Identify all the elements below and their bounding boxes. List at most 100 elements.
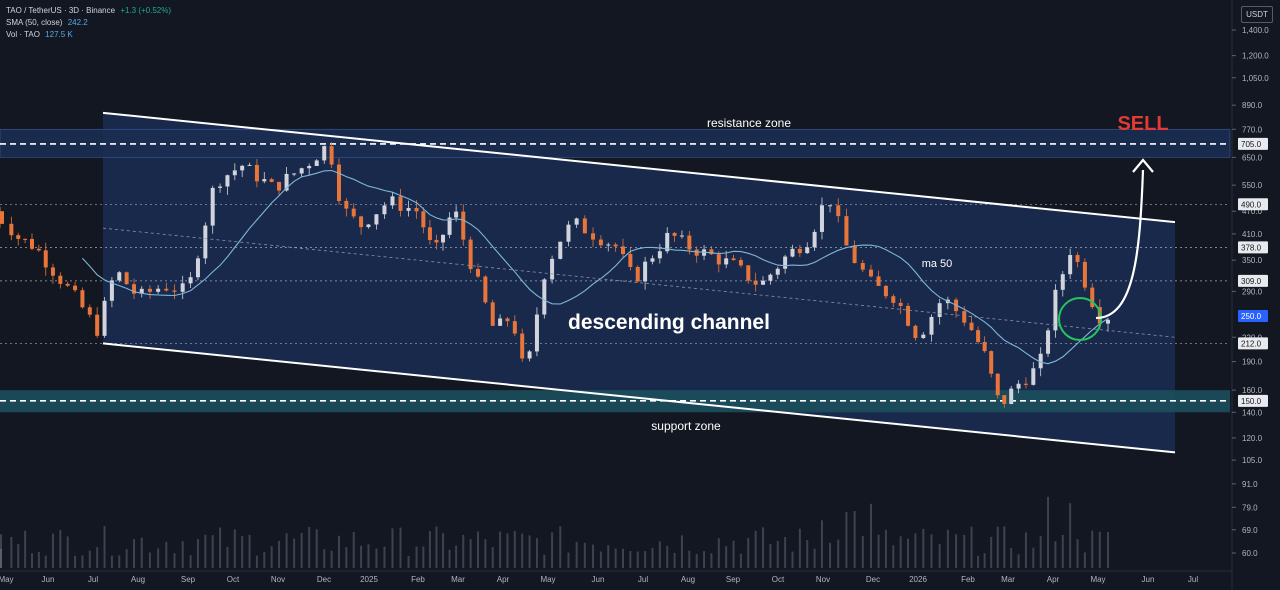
price-label-text: 250.0: [1241, 312, 1262, 321]
candle-body: [860, 263, 865, 270]
time-tick-label: Sep: [726, 575, 741, 584]
candle-body: [322, 146, 327, 161]
candle-body: [454, 211, 459, 218]
candle-body: [172, 290, 177, 292]
volume-bar: [651, 547, 654, 568]
volume-bar: [59, 529, 62, 568]
volume-bar: [30, 553, 33, 568]
volume-bar: [575, 541, 578, 568]
price-label-box: [1238, 198, 1268, 211]
candle-body: [790, 248, 795, 257]
volume-bar: [747, 537, 750, 568]
volume-bar: [360, 545, 363, 568]
candle-body: [775, 268, 780, 275]
volume-bar: [806, 540, 809, 568]
candle-body: [962, 311, 967, 323]
volume-bar: [148, 552, 151, 568]
candle-body: [254, 164, 259, 182]
volume-bar: [484, 539, 487, 568]
volume-bar: [963, 534, 966, 568]
volume-bar: [455, 545, 458, 568]
candle-body: [969, 322, 974, 331]
currency-button[interactable]: USDT: [1241, 6, 1273, 23]
volume-bar: [118, 555, 121, 568]
price-label-box: [1238, 394, 1268, 407]
candle-body: [679, 235, 684, 237]
candle-body: [738, 260, 743, 266]
candle-body: [542, 279, 547, 315]
candle-body: [1016, 383, 1021, 389]
candle-body: [58, 275, 63, 284]
candle-body: [643, 261, 648, 282]
candle-body: [475, 269, 480, 277]
volume-bar: [391, 528, 394, 568]
volume-bar: [622, 548, 625, 568]
volume-bar: [820, 520, 823, 568]
volume-bar: [914, 533, 917, 568]
candle-body: [591, 233, 596, 240]
candle-body: [1038, 353, 1043, 369]
volume-bar: [703, 551, 706, 568]
candle-body: [883, 285, 888, 297]
candle-body: [210, 187, 215, 226]
time-tick-label: Jul: [638, 575, 648, 584]
candle-body: [180, 283, 185, 292]
candle-body: [805, 247, 810, 254]
volume-bar: [977, 555, 980, 568]
candle-body: [534, 314, 539, 352]
volume-bar: [1107, 531, 1109, 568]
candle-body: [716, 254, 721, 265]
price-label-box: [1238, 137, 1268, 150]
candle-body: [203, 225, 208, 259]
volume-bar: [300, 532, 303, 568]
candle-body: [844, 216, 849, 246]
volume-bar: [415, 546, 418, 568]
volume-bar: [636, 551, 639, 568]
volume-bar: [907, 538, 910, 568]
volume-bar: [133, 539, 136, 568]
time-tick-label: Apr: [1047, 575, 1060, 584]
candle-body: [783, 256, 788, 269]
candle-body: [1002, 395, 1007, 404]
candle-body: [976, 330, 981, 342]
candle-body: [527, 351, 532, 359]
candle-body: [657, 251, 662, 259]
candle-body: [753, 280, 758, 285]
candle-body: [240, 165, 245, 171]
volume-bar: [330, 550, 333, 568]
candle-body: [982, 341, 987, 352]
price-tick-label: 890.0: [1242, 101, 1263, 110]
volume-bar: [762, 527, 765, 568]
candle-body: [768, 274, 773, 281]
volume-bar: [884, 529, 887, 568]
volume-bar: [930, 534, 933, 568]
support-zone-label: support zone: [651, 419, 721, 433]
volume-bar: [938, 544, 941, 568]
price-tick-label: 410.0: [1242, 230, 1263, 239]
volume-bar: [845, 512, 848, 568]
candle-body: [921, 334, 926, 339]
volume-bar: [285, 533, 288, 568]
price-tick-label: 69.0: [1242, 526, 1258, 535]
candle-body: [299, 168, 304, 174]
volume-bar: [717, 538, 720, 568]
price-tick-label: 350.0: [1242, 256, 1263, 265]
price-tick-label: 1,200.0: [1242, 52, 1269, 61]
candle-body: [1090, 287, 1095, 308]
volume-bar: [24, 530, 27, 568]
candle-body: [505, 318, 510, 322]
volume-bar: [658, 541, 661, 568]
candle-body: [512, 321, 517, 334]
volume-bar: [399, 527, 402, 568]
volume-bar: [680, 535, 683, 568]
candle-body: [650, 258, 655, 262]
candle-body: [797, 248, 802, 254]
channel-label: descending channel: [568, 311, 770, 334]
volume-bar: [44, 555, 47, 568]
volume-bar: [110, 555, 113, 568]
volume-bar: [776, 540, 779, 568]
candle-body: [613, 244, 618, 247]
candle-body: [1023, 383, 1028, 385]
time-tick-label: Jun: [1142, 575, 1155, 584]
